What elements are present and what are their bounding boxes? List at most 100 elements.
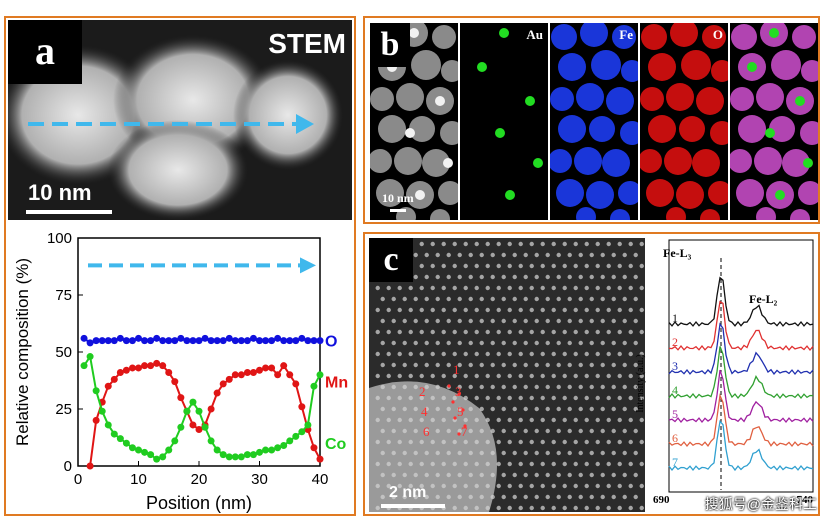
- atom-column: [556, 274, 561, 280]
- overlay-signal: [730, 87, 754, 111]
- atom-column: [463, 417, 468, 423]
- atom-column: [551, 241, 556, 247]
- atom-column: [386, 285, 391, 291]
- atom-column: [457, 384, 462, 390]
- atom-column: [518, 461, 523, 467]
- atom-column: [540, 241, 545, 247]
- atom-column: [545, 406, 550, 412]
- data-point-mn: [116, 369, 124, 377]
- atom-column: [424, 494, 429, 500]
- atom-column: [578, 340, 583, 346]
- atom-column: [479, 274, 484, 280]
- overlay-signal: [738, 115, 766, 143]
- atom-column: [567, 406, 572, 412]
- scale-label-b: 10 nm: [382, 191, 414, 205]
- atom-column: [501, 428, 506, 434]
- atom-column: [430, 461, 435, 467]
- au-overlay-signal: [775, 190, 785, 200]
- fe-signal: [576, 83, 604, 111]
- atom-column: [375, 351, 380, 357]
- overlay-signal: [736, 179, 764, 207]
- atom-column: [622, 274, 627, 280]
- atom-column: [507, 307, 512, 313]
- atom-column: [589, 450, 594, 456]
- atom-column: [408, 461, 413, 467]
- o-signal: [640, 87, 664, 111]
- atom-column: [545, 274, 550, 280]
- panel-c: c 2 nm 1 2 3 4 5 6 7 1 2 3 4 5 6 7 Fe-L₃ Fe-L₂…: [363, 232, 820, 516]
- atom-column: [611, 296, 616, 302]
- x-tick-label: 40: [312, 471, 329, 488]
- overlay-signal: [756, 207, 776, 220]
- atom-column: [435, 450, 440, 456]
- fe-signal: [576, 207, 596, 220]
- atom-column: [523, 428, 528, 434]
- atom-column: [518, 483, 523, 489]
- atom-column: [397, 373, 402, 379]
- data-point-mn: [86, 462, 94, 470]
- atom-column: [507, 373, 512, 379]
- atom-column: [452, 505, 457, 511]
- series-label-o: O: [325, 334, 337, 351]
- atom-column: [413, 384, 418, 390]
- atom-column: [529, 329, 534, 335]
- fe-signal: [580, 23, 608, 47]
- atom-column: [430, 439, 435, 445]
- atom-column: [600, 384, 605, 390]
- atom-column: [562, 285, 567, 291]
- atom-column: [485, 395, 490, 401]
- atom-column: [386, 351, 391, 357]
- atom-column: [584, 417, 589, 423]
- atom-column: [589, 296, 594, 302]
- atom-column: [556, 296, 561, 302]
- atom-column: [518, 417, 523, 423]
- atom-column: [441, 285, 446, 291]
- point-label-3: 3: [455, 384, 462, 399]
- atom-column: [562, 329, 567, 335]
- atom-column: [424, 296, 429, 302]
- atom-column: [446, 450, 451, 456]
- atom-column: [496, 439, 501, 445]
- atom-column: [485, 439, 490, 445]
- atom-column: [617, 439, 622, 445]
- atom-column: [413, 472, 418, 478]
- overlay-signal: [798, 181, 818, 205]
- data-point-o: [316, 337, 324, 345]
- data-point-co: [219, 451, 227, 459]
- atom-column: [534, 318, 539, 324]
- measurement-point: [463, 424, 467, 428]
- atom-column: [529, 241, 534, 247]
- atom-column: [375, 505, 380, 511]
- atom-column: [512, 406, 517, 412]
- atom-column: [518, 505, 523, 511]
- atom-column: [452, 395, 457, 401]
- atom-column: [573, 263, 578, 269]
- atom-column: [430, 241, 435, 247]
- data-point-o: [110, 337, 118, 345]
- atom-column: [633, 384, 638, 390]
- atom-column: [534, 384, 539, 390]
- atom-column: [567, 494, 572, 500]
- atom-column: [562, 505, 567, 511]
- atom-column: [463, 241, 468, 247]
- atom-column: [468, 252, 473, 258]
- data-point-mn: [207, 405, 215, 413]
- atom-column: [578, 494, 583, 500]
- atom-column: [501, 494, 506, 500]
- watermark: 搜狐号@金鉴科工: [704, 496, 817, 512]
- stem-image-graphic: [8, 20, 352, 220]
- atom-column: [606, 241, 611, 247]
- overlay-signal: [771, 50, 801, 80]
- data-point-co: [80, 362, 88, 370]
- atom-column: [380, 472, 385, 478]
- atom-column: [386, 483, 391, 489]
- data-point-mn: [195, 426, 203, 434]
- atom-column: [397, 417, 402, 423]
- eels-xmax: 740: [796, 494, 814, 506]
- fe-signal: [550, 149, 572, 173]
- atom-column: [562, 417, 567, 423]
- atom-column: [507, 483, 512, 489]
- atom-column: [380, 450, 385, 456]
- atom-column: [595, 505, 600, 511]
- atom-column: [584, 395, 589, 401]
